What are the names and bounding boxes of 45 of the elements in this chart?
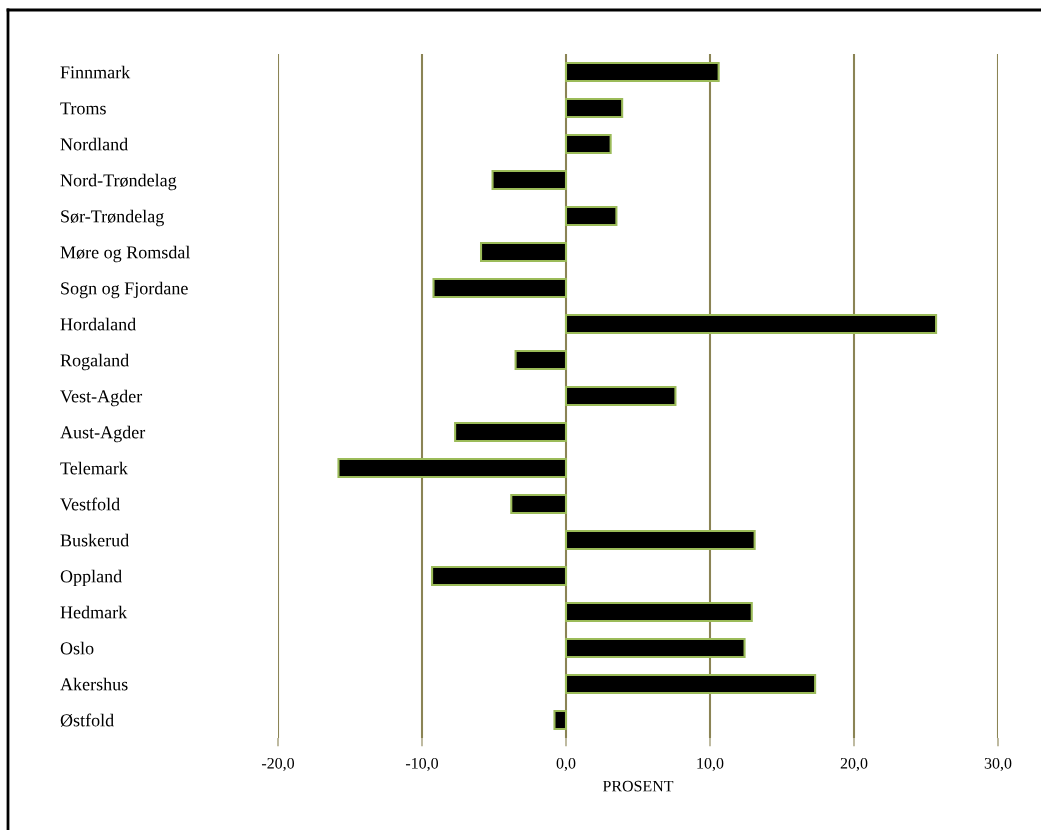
y-tick-label: Møre og Romsdal (60, 245, 191, 263)
x-tick-label: 0,0 (556, 757, 576, 771)
bar (514, 349, 568, 371)
y-tick-label: Finnmark (60, 65, 131, 79)
y-tick-label: Østfold (60, 713, 114, 727)
bar (431, 565, 568, 587)
bar (564, 385, 677, 407)
y-tick-label: Nordland (60, 137, 128, 151)
y-tick-label: Nord-Trøndelag (60, 173, 177, 191)
x-axis-title: PROSENT (602, 780, 674, 792)
bar (564, 313, 938, 335)
y-tick-label: Telemark (60, 461, 128, 475)
y-tick-label: Rogaland (60, 353, 129, 371)
x-tick-label: 30,0 (984, 757, 1012, 771)
bar (491, 169, 568, 191)
bar (432, 277, 568, 299)
x-tick-label: 10,0 (697, 757, 724, 771)
bar (553, 709, 568, 731)
y-tick-label: Hordaland (60, 317, 136, 331)
bar (564, 637, 746, 659)
y-tick-label: Sogn og Fjordane (61, 281, 188, 299)
x-tick-label: -10,0 (405, 757, 439, 771)
y-tick-label: Buskerud (60, 533, 129, 547)
bar (564, 673, 817, 695)
bar (564, 97, 624, 119)
bar (454, 421, 568, 443)
y-tick-label: Hedmark (60, 605, 128, 619)
bar (337, 457, 568, 479)
y-tick-label: Vest-Agder (60, 389, 143, 407)
bar (564, 601, 753, 623)
y-tick-label: Troms (60, 102, 106, 115)
y-tick-label: Vestfold (60, 497, 120, 511)
y-tick-label: Aust-Agder (60, 425, 146, 443)
y-tick-label: Oslo (60, 641, 94, 655)
bar (510, 493, 568, 515)
x-tick-label: -20,0 (261, 757, 295, 771)
bar (564, 133, 612, 155)
y-tick-label: Akershus (60, 677, 128, 691)
y-tick-label: Oppland (60, 569, 122, 587)
bar (564, 205, 618, 227)
bar (564, 61, 720, 83)
y-tick-label: Sør-Trøndelag (61, 209, 164, 227)
bar (564, 529, 756, 551)
bar (480, 241, 568, 263)
x-tick-label: 20,0 (840, 757, 868, 771)
